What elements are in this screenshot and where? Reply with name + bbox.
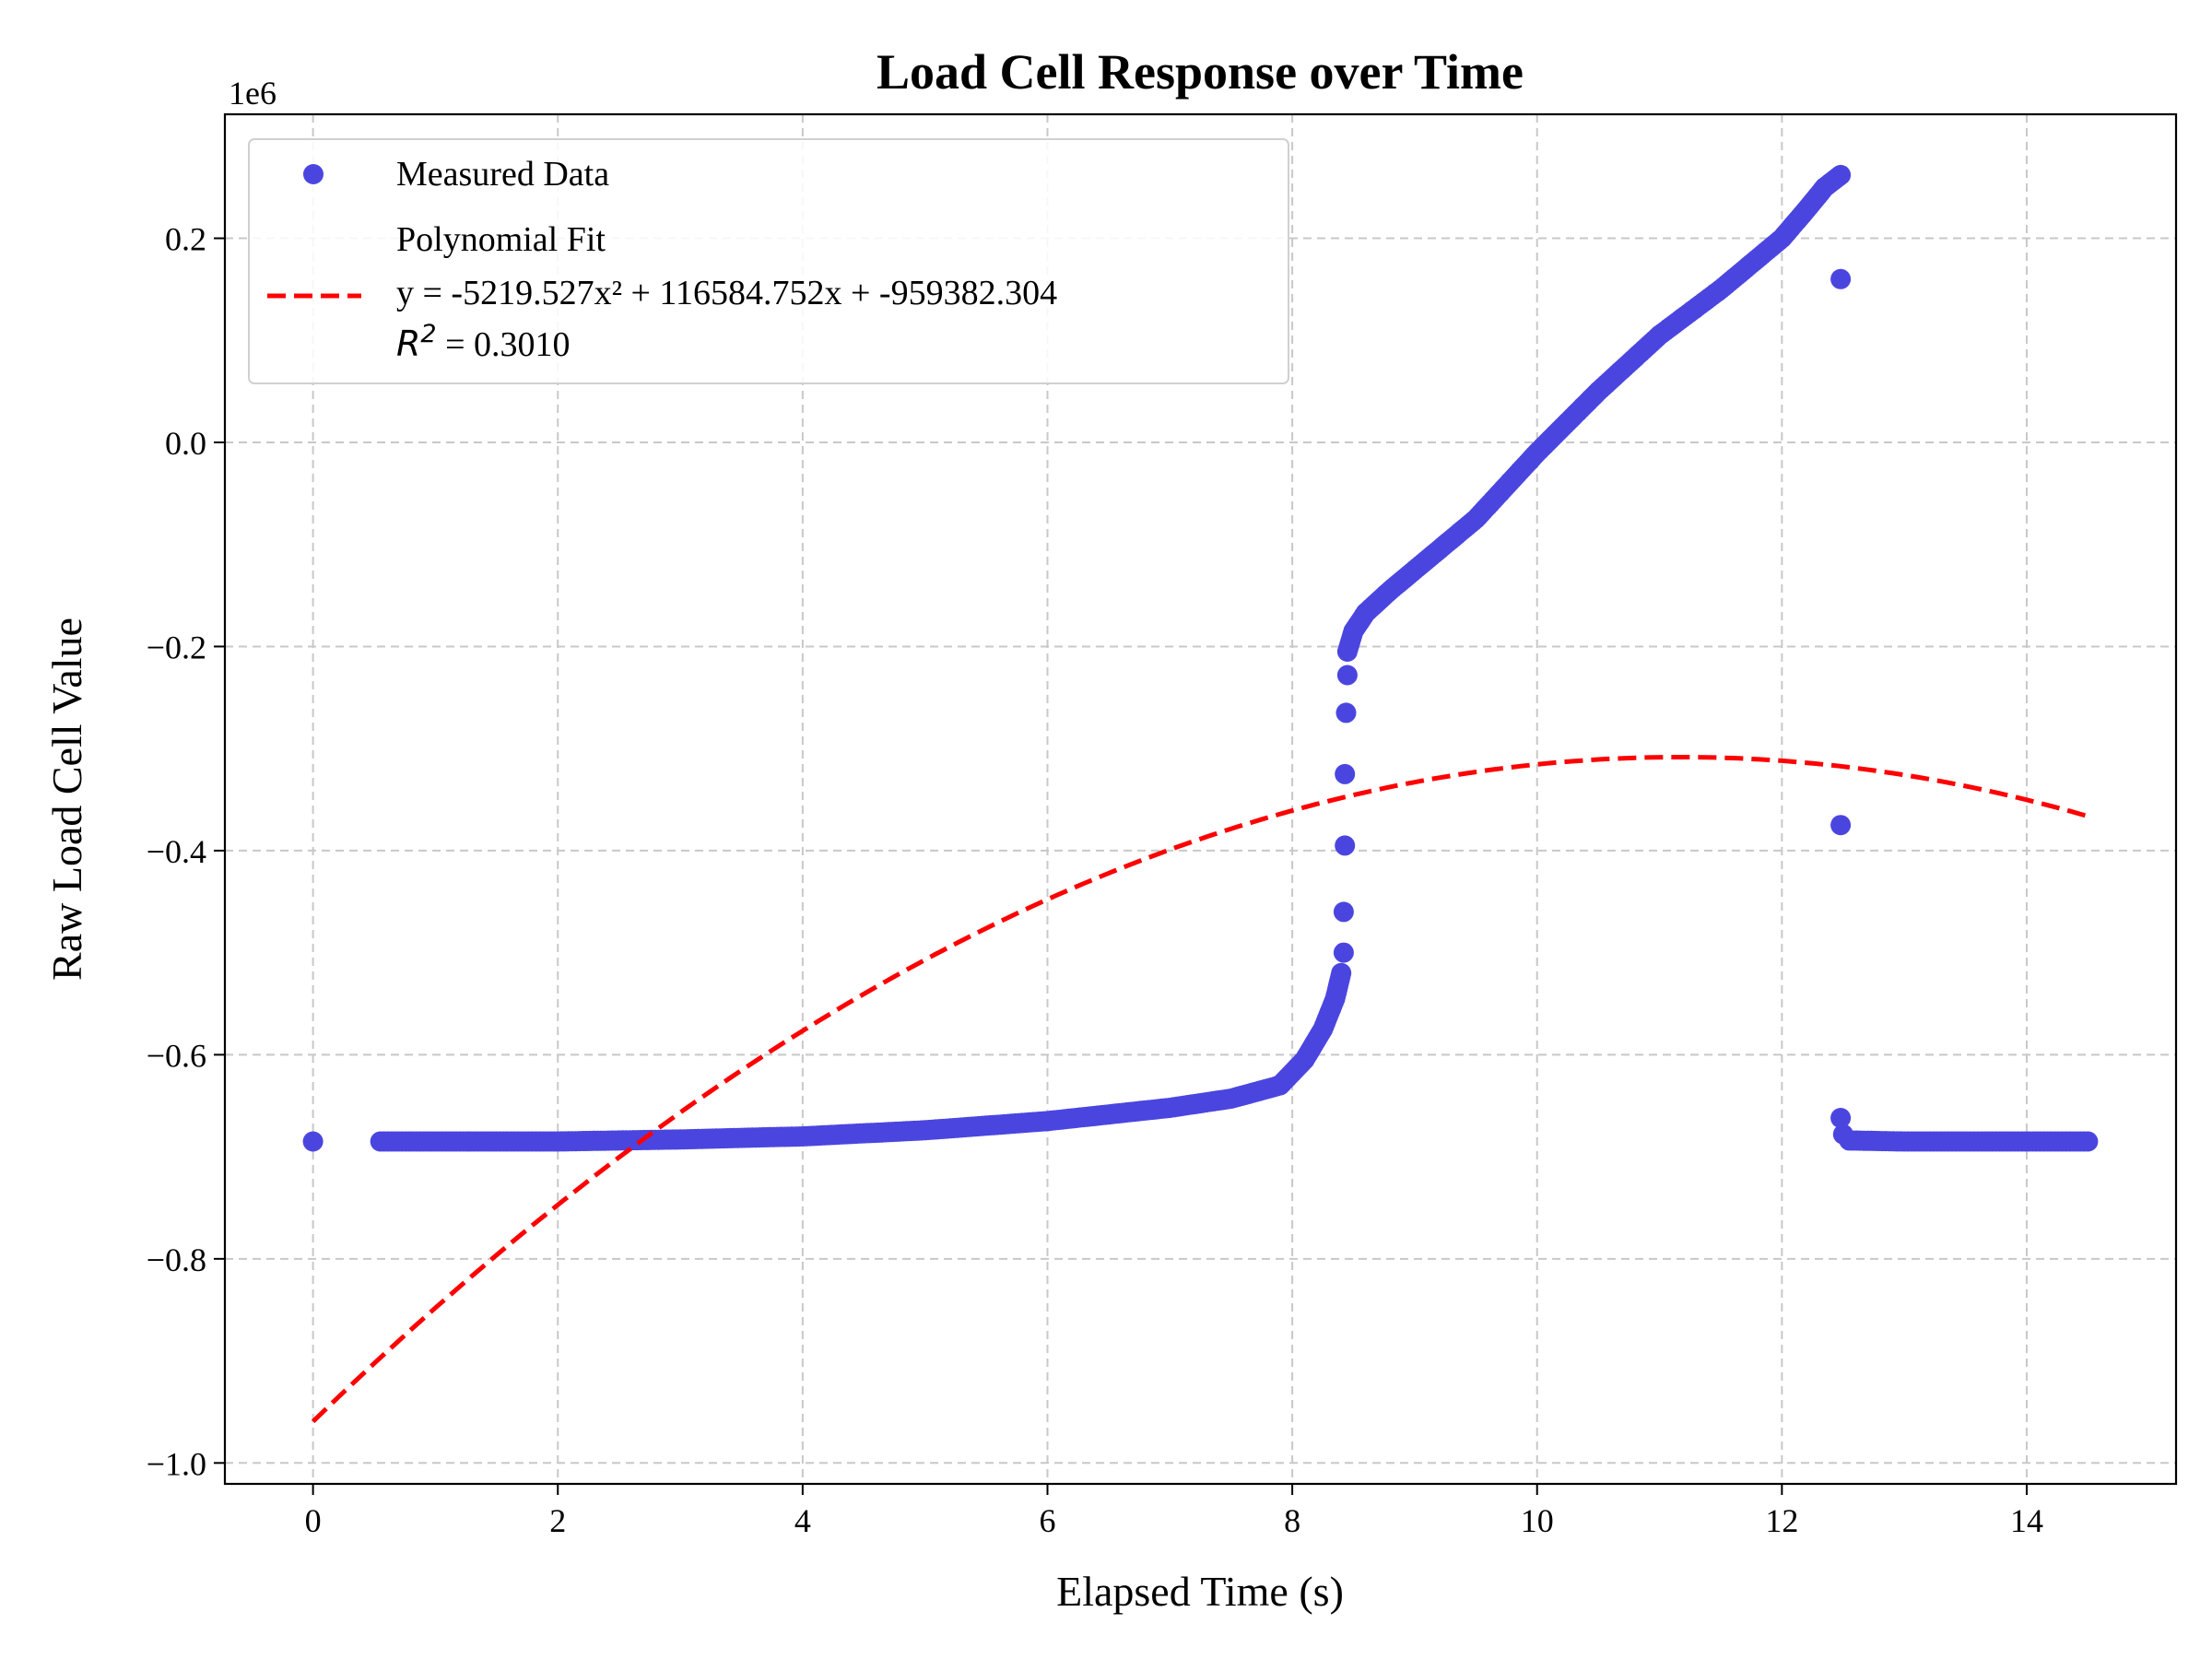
legend-fit-r2: R2 = 0.3010 [396, 320, 571, 364]
r2-exponent: 2 [420, 320, 436, 348]
x-axis-label: Elapsed Time (s) [1056, 1568, 1344, 1615]
x-tick-label: 2 [549, 1502, 566, 1539]
data-point [1335, 763, 1356, 784]
y-tick-label: 0.0 [165, 425, 206, 462]
legend: Measured Data Polynomial Fit y = -5219.5… [248, 138, 1289, 384]
y-tick-label: −1.0 [147, 1445, 206, 1482]
x-tick-label: 4 [794, 1502, 811, 1539]
polynomial-fit-line [311, 755, 2089, 1424]
x-tick-label: 8 [1284, 1502, 1300, 1539]
y-axis-label: Raw Load Cell Value [43, 618, 90, 981]
y-scale-label: 1e6 [229, 75, 276, 112]
legend-fit-equation: y = -5219.527x² + 116584.752x + -959382.… [396, 274, 1057, 312]
data-point [1335, 835, 1356, 856]
data-point [1331, 962, 1352, 983]
y-tick-label: −0.2 [147, 629, 206, 665]
data-point [1830, 1108, 1852, 1128]
legend-measured-label: Measured Data [396, 155, 609, 194]
plot-frame [223, 112, 2178, 1486]
measured-data-series [302, 164, 2099, 1152]
legend-box [248, 138, 1289, 384]
legend-measured-marker [303, 164, 324, 184]
data-point [1335, 702, 1357, 724]
x-axis: 0 2 4 6 8 10 12 14 [305, 1484, 2043, 1539]
y-tick-label: −0.8 [147, 1241, 206, 1278]
chart-title: Load Cell Response over Time [877, 44, 1524, 100]
r2-value: = 0.3010 [437, 325, 571, 364]
y-tick-label: 0.2 [165, 221, 206, 258]
data-point [1830, 268, 1852, 289]
data-point [1333, 901, 1354, 923]
data-point [1336, 665, 1358, 686]
y-tick-label: −0.4 [147, 833, 206, 870]
data-point [1830, 164, 1852, 185]
data-point [302, 1131, 324, 1152]
plot-series [302, 164, 2099, 1424]
data-point [1333, 942, 1354, 963]
legend-fit-label: Polynomial Fit [396, 220, 606, 259]
data-point [1830, 815, 1852, 836]
x-tick-label: 10 [1521, 1502, 1554, 1539]
y-tick-label: −0.6 [147, 1037, 206, 1074]
r2-symbol: R [396, 324, 420, 364]
y-axis: −1.0 −0.8 −0.6 −0.4 −0.2 0.0 0.2 [147, 221, 225, 1482]
x-tick-label: 6 [1039, 1502, 1055, 1539]
data-point [2077, 1131, 2099, 1152]
x-tick-label: 0 [305, 1502, 322, 1539]
x-tick-label: 14 [2010, 1502, 2043, 1539]
x-tick-label: 12 [1765, 1502, 1798, 1539]
